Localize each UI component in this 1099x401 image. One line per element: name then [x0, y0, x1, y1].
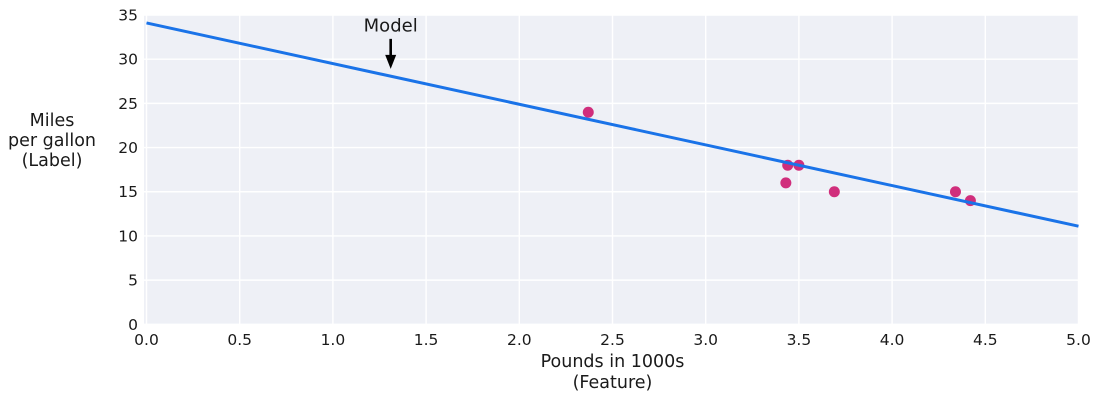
x-tick-label: 4.5 — [973, 331, 998, 349]
y-tick-label: 25 — [118, 95, 138, 113]
x-tick-label: 1.0 — [321, 331, 346, 349]
x-tick-label: 0.5 — [227, 331, 252, 349]
y-tick-label: 20 — [118, 139, 138, 157]
plot-area — [144, 15, 1079, 325]
model-annotation-arrowhead-icon — [385, 54, 397, 69]
x-tick-label: 4.0 — [880, 331, 905, 349]
model-line — [146, 21, 1079, 228]
x-axis-label: Pounds in 1000s — [541, 352, 685, 372]
y-tick-label: 0 — [128, 316, 138, 334]
x-tick-label: 5.0 — [1066, 331, 1091, 349]
x-tick-label: 2.5 — [600, 331, 625, 349]
x-tick-label: 2.0 — [507, 331, 532, 349]
y-axis-label: per gallon — [8, 131, 96, 151]
data-point — [582, 106, 594, 118]
data-point — [780, 177, 792, 189]
model-annotation-label: Model — [364, 16, 418, 37]
y-axis-label: (Label) — [22, 151, 83, 171]
x-axis-label: (Feature) — [573, 373, 653, 393]
x-tick-label: 3.5 — [787, 331, 812, 349]
y-axis-label: Miles — [30, 111, 75, 131]
y-tick-label: 30 — [118, 51, 138, 69]
data-point — [949, 186, 961, 198]
y-tick-label: 5 — [128, 272, 138, 290]
x-tick-label: 3.0 — [693, 331, 718, 349]
data-point — [828, 186, 840, 198]
y-tick-label: 35 — [118, 7, 138, 25]
y-tick-label: 15 — [118, 183, 138, 201]
x-tick-label: 1.5 — [414, 331, 439, 349]
x-tick-label: 0.0 — [134, 331, 159, 349]
y-tick-label: 10 — [118, 227, 138, 245]
